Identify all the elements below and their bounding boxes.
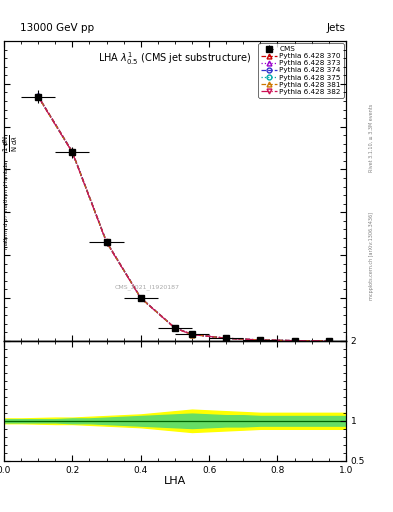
Pythia 6.428 381 (224, 335, 229, 342)
Pythia 6.428 370 (224, 335, 229, 342)
Pythia 6.428 370 (70, 148, 75, 155)
Pythia 6.428 375 (224, 335, 229, 342)
Pythia 6.428 381 (138, 295, 143, 301)
Text: Rivet 3.1.10, ≥ 3.3M events: Rivet 3.1.10, ≥ 3.3M events (369, 104, 374, 173)
Text: $\frac{1}{\mathrm{N}}\frac{d\mathrm{N}}{d\lambda}$: $\frac{1}{\mathrm{N}}\frac{d\mathrm{N}}{… (2, 135, 20, 152)
Pythia 6.428 374 (326, 338, 331, 344)
Pythia 6.428 374 (258, 337, 263, 343)
Line: Pythia 6.428 381: Pythia 6.428 381 (36, 94, 331, 343)
Pythia 6.428 375 (70, 149, 75, 155)
Pythia 6.428 370 (173, 325, 177, 331)
Line: Pythia 6.428 375: Pythia 6.428 375 (36, 94, 331, 343)
Pythia 6.428 373 (173, 325, 177, 331)
Text: Jets: Jets (327, 23, 346, 33)
Pythia 6.428 370 (104, 239, 109, 245)
Pythia 6.428 381 (104, 239, 109, 245)
Pythia 6.428 381 (173, 325, 177, 331)
Line: Pythia 6.428 382: Pythia 6.428 382 (36, 94, 331, 343)
Text: 13000 GeV pp: 13000 GeV pp (20, 23, 94, 33)
Pythia 6.428 375 (258, 337, 263, 343)
Pythia 6.428 370 (190, 331, 195, 337)
Pythia 6.428 375 (36, 94, 40, 100)
Pythia 6.428 374 (104, 239, 109, 245)
X-axis label: LHA: LHA (164, 476, 186, 486)
Pythia 6.428 381 (190, 331, 195, 337)
Pythia 6.428 382 (70, 150, 75, 156)
Pythia 6.428 382 (173, 325, 177, 331)
Pythia 6.428 374 (70, 149, 75, 155)
Line: Pythia 6.428 373: Pythia 6.428 373 (36, 94, 331, 343)
Pythia 6.428 373 (258, 337, 263, 343)
Pythia 6.428 374 (36, 93, 40, 99)
Pythia 6.428 373 (190, 331, 195, 337)
Pythia 6.428 381 (292, 337, 297, 344)
Pythia 6.428 375 (326, 338, 331, 344)
Pythia 6.428 382 (224, 335, 229, 342)
Pythia 6.428 374 (173, 325, 177, 331)
Pythia 6.428 370 (138, 294, 143, 301)
Pythia 6.428 382 (138, 295, 143, 301)
Pythia 6.428 373 (36, 93, 40, 99)
Text: mathrm d p$_{T}$  mathrm d lambda: mathrm d p$_{T}$ mathrm d lambda (2, 160, 11, 250)
Pythia 6.428 381 (70, 150, 75, 156)
Pythia 6.428 382 (190, 331, 195, 337)
Pythia 6.428 382 (104, 239, 109, 245)
Text: LHA $\lambda^{1}_{0.5}$ (CMS jet substructure): LHA $\lambda^{1}_{0.5}$ (CMS jet substru… (98, 50, 252, 67)
Text: CMS_2021_I1920187: CMS_2021_I1920187 (115, 284, 180, 290)
Pythia 6.428 374 (138, 295, 143, 301)
Pythia 6.428 373 (326, 338, 331, 344)
Pythia 6.428 381 (258, 337, 263, 343)
Pythia 6.428 382 (326, 338, 331, 344)
Pythia 6.428 375 (292, 337, 297, 344)
Pythia 6.428 375 (138, 295, 143, 301)
Pythia 6.428 374 (292, 337, 297, 344)
Pythia 6.428 370 (36, 93, 40, 99)
Pythia 6.428 370 (326, 338, 331, 344)
Pythia 6.428 382 (36, 94, 40, 100)
Pythia 6.428 374 (190, 331, 195, 337)
Legend: CMS, Pythia 6.428 370, Pythia 6.428 373, Pythia 6.428 374, Pythia 6.428 375, Pyt: CMS, Pythia 6.428 370, Pythia 6.428 373,… (258, 43, 343, 98)
Pythia 6.428 373 (138, 295, 143, 301)
Pythia 6.428 375 (104, 239, 109, 245)
Pythia 6.428 373 (70, 149, 75, 155)
Line: Pythia 6.428 370: Pythia 6.428 370 (36, 93, 331, 343)
Pythia 6.428 382 (258, 337, 263, 343)
Pythia 6.428 382 (292, 337, 297, 344)
Pythia 6.428 370 (258, 337, 263, 343)
Pythia 6.428 373 (292, 337, 297, 344)
Pythia 6.428 381 (326, 338, 331, 344)
Pythia 6.428 374 (224, 335, 229, 342)
Pythia 6.428 373 (224, 335, 229, 342)
Pythia 6.428 381 (36, 94, 40, 100)
Pythia 6.428 373 (104, 239, 109, 245)
Text: mcpplots.cern.ch [arXiv:1306.3436]: mcpplots.cern.ch [arXiv:1306.3436] (369, 212, 374, 300)
Pythia 6.428 375 (173, 325, 177, 331)
Pythia 6.428 370 (292, 337, 297, 344)
Line: Pythia 6.428 374: Pythia 6.428 374 (36, 94, 331, 343)
Pythia 6.428 375 (190, 331, 195, 337)
